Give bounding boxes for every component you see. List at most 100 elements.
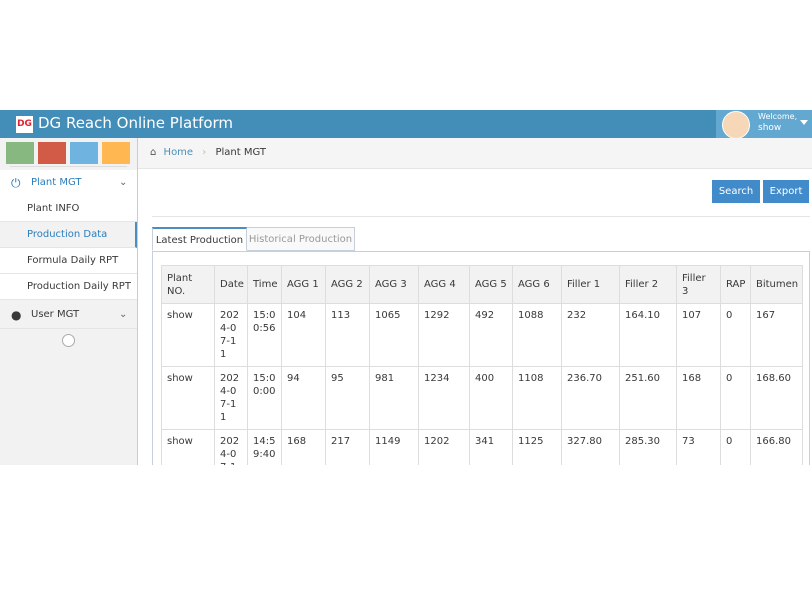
column-header: AGG 3 [369, 265, 419, 304]
table-cell: 1108 [512, 366, 562, 430]
table-cell: 1202 [418, 429, 470, 465]
submenu-label: Plant INFO [27, 203, 80, 214]
submenu-item[interactable]: Formula Daily RPT [0, 248, 137, 274]
table-cell: 168 [281, 429, 326, 465]
table-cell: 236.70 [561, 366, 620, 430]
table-row: show 2024-07-11 15:00:00 94 95 981 1234 400 1108… [161, 366, 803, 430]
table-cell: 15:00:56 [247, 303, 282, 367]
shortcut[interactable] [6, 142, 34, 164]
table-cell: 1149 [369, 429, 419, 465]
chevron: ⌄ [119, 177, 128, 188]
table-cell: 0 [720, 429, 751, 465]
search-button[interactable]: Search [712, 180, 760, 203]
menu-icon: ⏻ [11, 176, 21, 190]
submenu-item[interactable]: Production Data [0, 222, 137, 248]
table-cell: 981 [369, 366, 419, 430]
table-cell: 341 [469, 429, 513, 465]
table-cell: show [161, 366, 215, 430]
app-title: DG Reach Online Platform [38, 114, 234, 132]
table-cell: 168.60 [750, 366, 803, 430]
menu-icon: ● [11, 308, 22, 322]
table-cell: 0 [720, 366, 751, 430]
table-cell: 1088 [512, 303, 562, 367]
table-cell: 94 [281, 366, 326, 430]
crumb-current: Plant MGT [215, 147, 266, 158]
shortcut[interactable] [102, 142, 130, 164]
menu-item[interactable]: User MGT ● ⌄ [0, 302, 137, 329]
table-row: show 2024-07-11 15:00:56 104 113 1065 1292 492 1… [161, 303, 803, 367]
caret [800, 120, 808, 129]
export-button[interactable]: Export [763, 180, 809, 203]
table-cell: 113 [325, 303, 370, 367]
column-header: Time [247, 265, 282, 304]
separator: › [202, 147, 207, 158]
table-cell: 400 [469, 366, 513, 430]
column-header: Bitumen [750, 265, 803, 304]
column-header: Filler 2 [619, 265, 677, 304]
production-table: Plant NO. Date Time AGG 1 AGG 2 AGG 3 AGG 4 AGG… [161, 265, 803, 465]
submenu-label: Production Daily RPT [27, 281, 131, 292]
table-cell: 104 [281, 303, 326, 367]
table-cell: 107 [676, 303, 721, 367]
table-cell: 251.60 [619, 366, 677, 430]
table-cell: 217 [325, 429, 370, 465]
welcome: Welcome, [758, 112, 798, 121]
table-cell: 492 [469, 303, 513, 367]
divider [10, 166, 127, 167]
table-cell: 232 [561, 303, 620, 367]
table-cell: show [161, 429, 215, 465]
user-menu[interactable]: Welcome, show [716, 110, 812, 139]
table-cell: 95 [325, 366, 370, 430]
tab-panel: Plant NO. Date Time AGG 1 AGG 2 AGG 3 AGG 4 AGG… [152, 251, 810, 465]
table-cell: 14:59:40 [247, 429, 282, 465]
collapse-button[interactable] [62, 334, 75, 347]
shortcut[interactable] [38, 142, 66, 164]
table-cell: 166.80 [750, 429, 803, 465]
user-name: show [758, 123, 782, 133]
table-cell: 2024-07-11 [214, 303, 248, 367]
table-cell: 1234 [418, 366, 470, 430]
home-icon: ⌂ [150, 147, 157, 158]
menu-label: Plant MGT [31, 177, 82, 188]
chevron: ⌄ [119, 309, 128, 320]
column-header: Plant NO. [161, 265, 215, 304]
column-header: Filler 3 [676, 265, 721, 304]
divider [152, 216, 810, 217]
column-header: AGG 6 [512, 265, 562, 304]
column-header: AGG 5 [469, 265, 513, 304]
table-cell: 285.30 [619, 429, 677, 465]
submenu-item[interactable]: Production Daily RPT [0, 274, 137, 300]
submenu-item[interactable]: Plant INFO [0, 196, 137, 222]
tab[interactable]: Historical Production [246, 227, 355, 251]
column-header: AGG 1 [281, 265, 326, 304]
column-header: AGG 4 [418, 265, 470, 304]
table-cell: 73 [676, 429, 721, 465]
table-cell: 1065 [369, 303, 419, 367]
column-header: Filler 1 [561, 265, 620, 304]
shortcut[interactable] [70, 142, 98, 164]
avatar [722, 111, 750, 139]
crumb-link[interactable]: Home [163, 147, 194, 158]
logo: DG [16, 116, 33, 133]
table-cell: show [161, 303, 215, 367]
table-row: show2024-07-1114:59:40168217114912023411… [161, 429, 803, 465]
column-header: AGG 2 [325, 265, 370, 304]
table-cell: 167 [750, 303, 803, 367]
submenu-label: Formula Daily RPT [27, 255, 119, 266]
table-cell: 168 [676, 366, 721, 430]
breadcrumb: ⌂ Home › Plant MGT [138, 138, 812, 169]
tab-active[interactable]: Latest Production [152, 227, 247, 251]
column-header: Date [214, 265, 248, 304]
menu-label: User MGT [31, 309, 80, 320]
header: DG DG Reach Online Platform Welcome, sho… [0, 110, 812, 139]
table-cell: 2024-07-11 [214, 366, 248, 430]
table-cell: 164.10 [619, 303, 677, 367]
column-header: RAP [720, 265, 751, 304]
submenu-label: Production Data [27, 229, 108, 240]
menu-item[interactable]: Plant MGT ⏻ ⌄ [0, 170, 137, 197]
table-cell: 327.80 [561, 429, 620, 465]
table-cell: 1292 [418, 303, 470, 367]
table-cell: 0 [720, 303, 751, 367]
sidebar: Plant MGT ⏻ ⌄ Plant INFO Production Data Form… [0, 138, 138, 465]
